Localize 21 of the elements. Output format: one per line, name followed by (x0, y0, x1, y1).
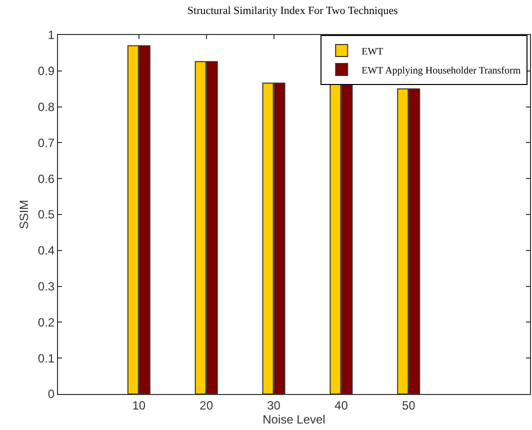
y-tick-label: 0.4 (38, 244, 55, 258)
x-tick-label: 30 (267, 398, 281, 412)
x-tick-label: 20 (200, 398, 214, 412)
x-tick-label: 10 (132, 398, 146, 412)
y-tick-label: 0.7 (38, 136, 55, 150)
y-tick-label: 0.8 (38, 100, 55, 114)
y-tick-label: 0.6 (38, 172, 55, 186)
x-axis-title: Noise Level (262, 412, 326, 426)
x-tick-label: 40 (334, 398, 348, 412)
y-tick-label: 1 (48, 28, 55, 42)
y-tick-label: 0.5 (38, 208, 55, 222)
y-axis-title: SSIM (17, 200, 32, 230)
y-tick-label: 0.3 (38, 280, 55, 294)
chart-title: Structural Similarity Index For Two Techniques (187, 5, 398, 18)
legend-label: EWT (362, 46, 384, 58)
y-tick-label: 0.9 (38, 64, 55, 78)
y-tick-label: 0 (48, 387, 55, 402)
x-tick-label: 50 (402, 398, 416, 412)
y-tick-label: 0.2 (38, 315, 55, 330)
legend-label: EWT Applying Householder Transform (362, 65, 521, 76)
y-tick-label: 0.1 (38, 351, 55, 366)
